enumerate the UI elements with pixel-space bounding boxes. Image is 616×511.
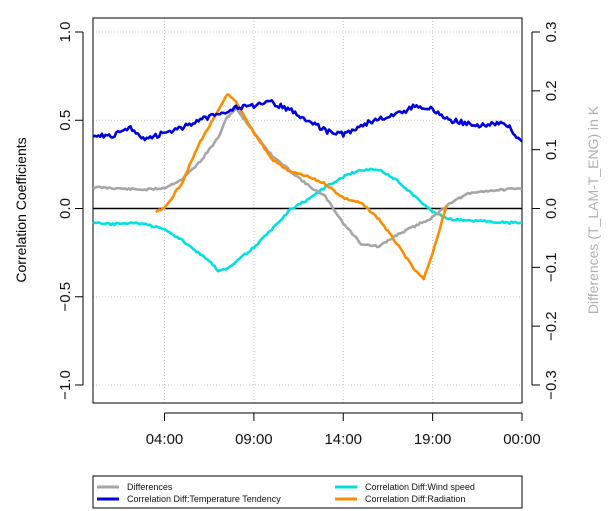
right-axis: 0.3 0.2 0.1 0.0 −0.1 −0.2 −0.3 <box>531 22 560 400</box>
legend-label-2: Correlation Diff:Wind speed <box>365 482 475 492</box>
legend-box <box>92 475 523 509</box>
left-axis-title: Correlation Coefficients <box>13 137 29 282</box>
left-tick-label-2: 0.0 <box>57 198 74 219</box>
legend: Differences Correlation Diff:Temperature … <box>92 475 523 509</box>
left-tick-label-0: 1.0 <box>57 22 74 43</box>
right-tick-label-2: 0.1 <box>543 139 560 160</box>
series-line-2 <box>92 167 523 273</box>
x-tick-label-0: 04:00 <box>146 431 184 448</box>
right-tick-label-0: 0.3 <box>543 22 560 43</box>
series-line-1 <box>92 99 523 143</box>
right-tick-label-5: −0.2 <box>543 311 560 341</box>
left-tick-label-1: 0.5 <box>57 110 74 131</box>
right-axis-title: Differences (T_LAM-T_ENG) in K <box>585 105 601 314</box>
left-tick-label-3: −0.5 <box>57 282 74 312</box>
x-tick-label-2: 14:00 <box>324 431 362 448</box>
x-tick-label-3: 19:00 <box>414 431 452 448</box>
x-tick-label-4: 00:00 <box>503 431 541 448</box>
right-tick-label-6: −0.3 <box>543 370 560 400</box>
right-tick-label-3: 0.0 <box>543 198 560 219</box>
legend-label-0: Differences <box>127 482 173 492</box>
right-tick-label-4: −0.1 <box>543 253 560 283</box>
left-tick-label-4: −1.0 <box>57 370 74 400</box>
plot-frame <box>92 17 523 404</box>
legend-label-1: Correlation Diff:Temperature Tendency <box>127 494 281 504</box>
x-axis: 04:00 09:00 14:00 19:00 00:00 <box>146 412 541 448</box>
right-tick-label-1: 0.2 <box>543 80 560 101</box>
series-line-0 <box>92 107 523 249</box>
series-line-3 <box>155 93 449 281</box>
x-tick-label-1: 09:00 <box>235 431 273 448</box>
legend-label-3: Correlation Diff:Radiation <box>365 494 465 504</box>
series-layer <box>92 93 523 281</box>
left-axis: 1.0 0.5 0.0 −0.5 −1.0 <box>57 22 84 400</box>
